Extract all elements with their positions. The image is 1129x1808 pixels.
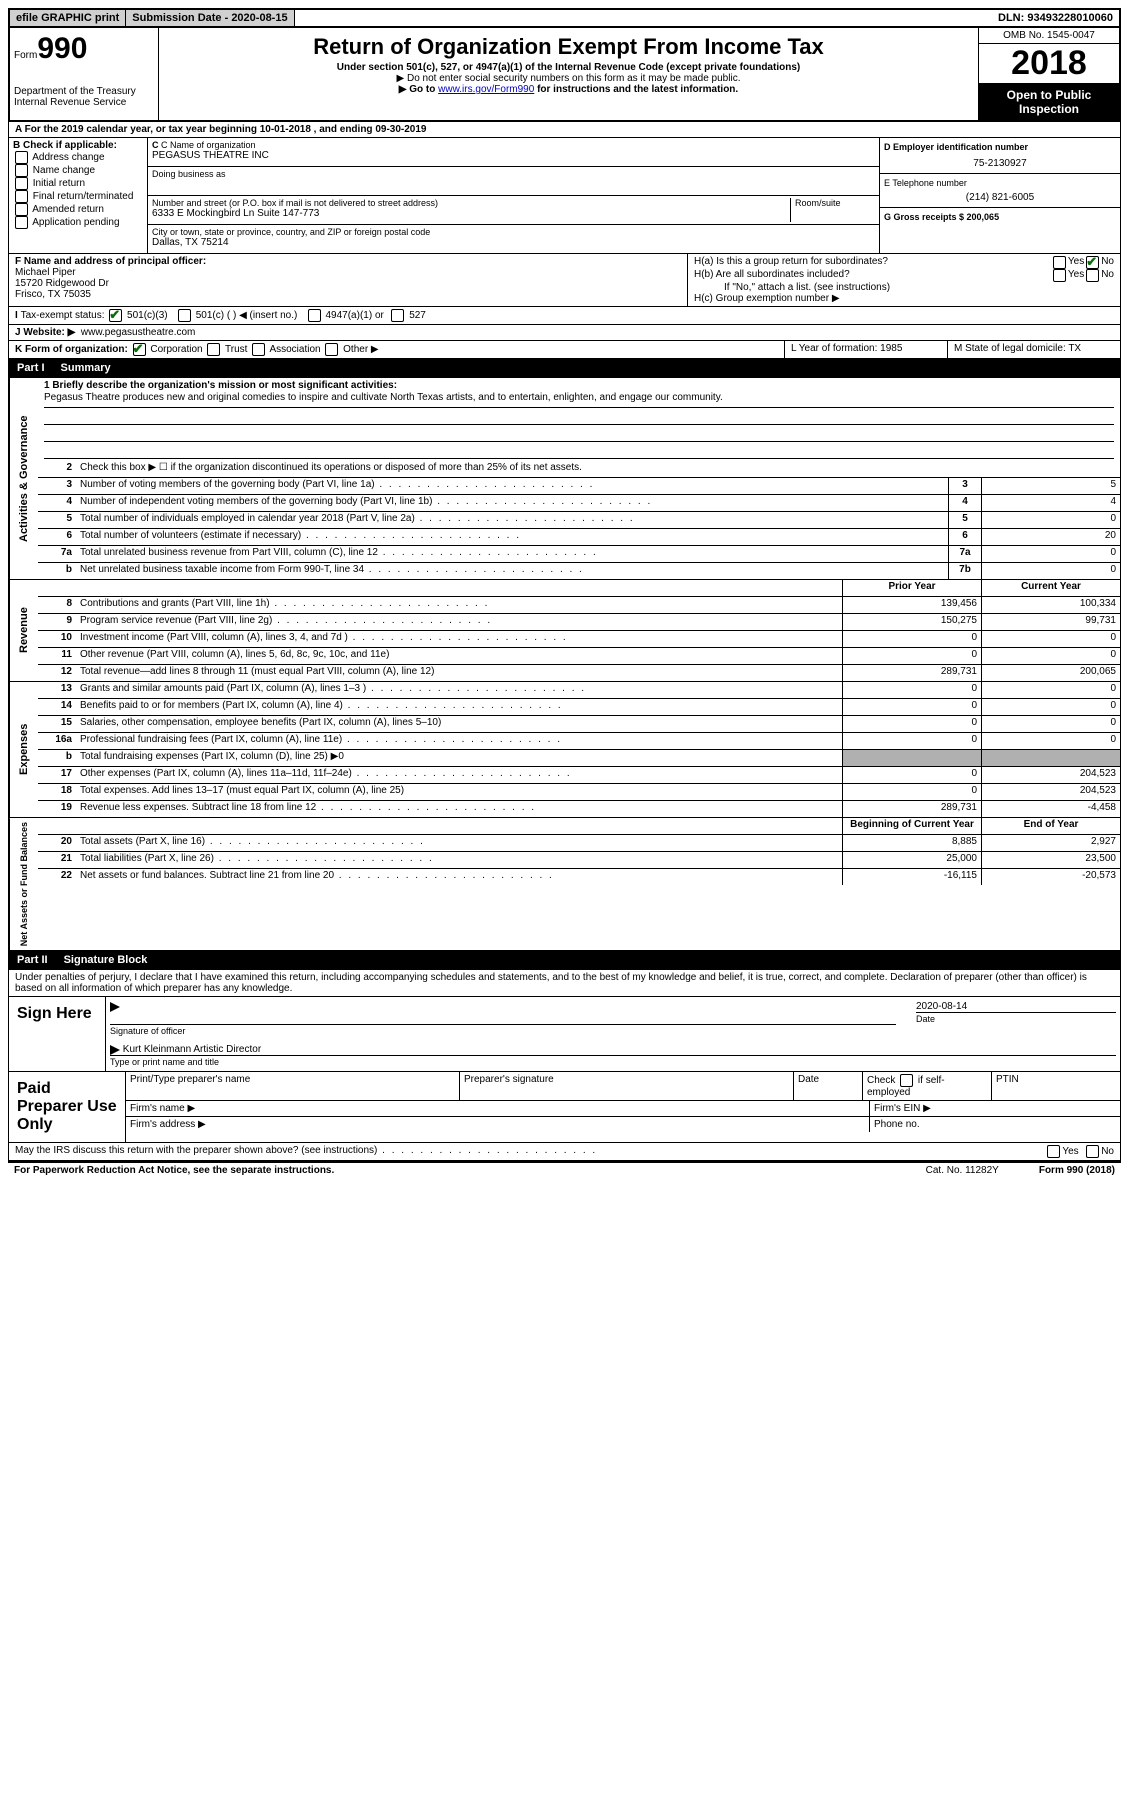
check-amended[interactable]: Amended return xyxy=(13,203,143,216)
part2-header: Part IISignature Block xyxy=(8,951,1121,970)
check-501c[interactable] xyxy=(178,309,191,322)
part1-header: Part ISummary xyxy=(8,359,1121,378)
org-name: PEGASUS THEATRE INC xyxy=(152,150,875,161)
check-assoc[interactable] xyxy=(252,343,265,356)
activities-section: Activities & Governance 1 Briefly descri… xyxy=(8,378,1121,580)
top-bar: efile GRAPHIC print Submission Date - 20… xyxy=(8,8,1121,28)
check-discuss-no[interactable] xyxy=(1086,1145,1099,1158)
signature-arrow-icon xyxy=(110,1002,120,1012)
sig-date: 2020-08-14 xyxy=(916,1001,1116,1012)
check-app-pending[interactable]: Application pending xyxy=(13,216,143,229)
form-title: Return of Organization Exempt From Incom… xyxy=(163,34,974,60)
discuss-row: May the IRS discuss this return with the… xyxy=(8,1143,1121,1161)
form-note-link: ▶ Go to www.irs.gov/Form990 for instruct… xyxy=(163,84,974,95)
ein: 75-2130927 xyxy=(884,158,1116,169)
check-final-return[interactable]: Final return/terminated xyxy=(13,190,143,203)
col-dg: D Employer identification number 75-2130… xyxy=(879,138,1120,253)
public-inspection: Open to Public Inspection xyxy=(979,84,1119,120)
check-527[interactable] xyxy=(391,309,404,322)
year-formation: L Year of formation: 1985 xyxy=(784,341,947,358)
form-number: Form990 xyxy=(14,32,154,66)
check-other[interactable] xyxy=(325,343,338,356)
check-ha-no[interactable] xyxy=(1086,256,1099,269)
check-trust[interactable] xyxy=(207,343,220,356)
check-address-change[interactable]: Address change xyxy=(13,151,143,164)
col-b-checkboxes: B Check if applicable: Address change Na… xyxy=(9,138,148,253)
officer-name: Michael Piper xyxy=(15,267,681,278)
mission-text: Pegasus Theatre produces new and origina… xyxy=(44,391,1114,408)
submission-date: Submission Date - 2020-08-15 xyxy=(126,10,294,26)
dln: DLN: 93493228010060 xyxy=(992,10,1119,26)
telephone: (214) 821-6005 xyxy=(884,192,1116,203)
row-j-website: J Website: ▶ www.pegasustheatre.com xyxy=(8,325,1121,341)
tax-year: 2018 xyxy=(979,44,1119,84)
check-discuss-yes[interactable] xyxy=(1047,1145,1060,1158)
check-self-employed[interactable] xyxy=(900,1074,913,1087)
signature-arrow-icon xyxy=(110,1045,120,1055)
revenue-section: Revenue Prior YearCurrent Year 8Contribu… xyxy=(8,580,1121,682)
netassets-section: Net Assets or Fund Balances Beginning of… xyxy=(8,818,1121,951)
irs-label: Internal Revenue Service xyxy=(14,97,154,108)
state-domicile: M State of legal domicile: TX xyxy=(947,341,1120,358)
efile-button[interactable]: efile GRAPHIC print xyxy=(10,10,126,26)
website-url[interactable]: www.pegasustheatre.com xyxy=(81,327,196,338)
signature-block: Under penalties of perjury, I declare th… xyxy=(8,970,1121,1072)
officer-printed-name: Kurt Kleinmann Artistic Director xyxy=(123,1044,261,1055)
row-i-taxstatus: I Tax-exempt status: 501(c)(3) 501(c) ( … xyxy=(8,307,1121,325)
row-f-h: F Name and address of principal officer:… xyxy=(8,254,1121,307)
check-hb-yes[interactable] xyxy=(1053,269,1066,282)
gross-receipts: G Gross receipts $ 200,065 xyxy=(884,212,1116,222)
check-501c3[interactable] xyxy=(109,309,122,322)
col-c-orginfo: C C Name of organization PEGASUS THEATRE… xyxy=(148,138,879,253)
form-note-ssn: ▶ Do not enter social security numbers o… xyxy=(163,73,974,84)
form-header: Form990 Department of the Treasury Inter… xyxy=(8,28,1121,122)
org-street: 6333 E Mockingbird Ln Suite 147-773 xyxy=(152,208,790,219)
check-ha-yes[interactable] xyxy=(1053,256,1066,269)
row-klm: K Form of organization: Corporation Trus… xyxy=(8,341,1121,359)
check-corp[interactable] xyxy=(133,343,146,356)
section-bcdefg: B Check if applicable: Address change Na… xyxy=(8,138,1121,254)
expenses-section: Expenses 13Grants and similar amounts pa… xyxy=(8,682,1121,818)
form-subtitle: Under section 501(c), 527, or 4947(a)(1)… xyxy=(163,62,974,73)
form990-link[interactable]: www.irs.gov/Form990 xyxy=(438,84,534,95)
check-4947[interactable] xyxy=(308,309,321,322)
check-hb-no[interactable] xyxy=(1086,269,1099,282)
dept-label: Department of the Treasury xyxy=(14,86,154,97)
check-initial-return[interactable]: Initial return xyxy=(13,177,143,190)
footer: For Paperwork Reduction Act Notice, see … xyxy=(8,1161,1121,1178)
paid-preparer-section: Paid Preparer Use Only Print/Type prepar… xyxy=(8,1072,1121,1143)
row-a-taxyear: A For the 2019 calendar year, or tax yea… xyxy=(8,122,1121,138)
omb-number: OMB No. 1545-0047 xyxy=(979,28,1119,44)
org-city: Dallas, TX 75214 xyxy=(152,237,875,248)
check-name-change[interactable]: Name change xyxy=(13,164,143,177)
